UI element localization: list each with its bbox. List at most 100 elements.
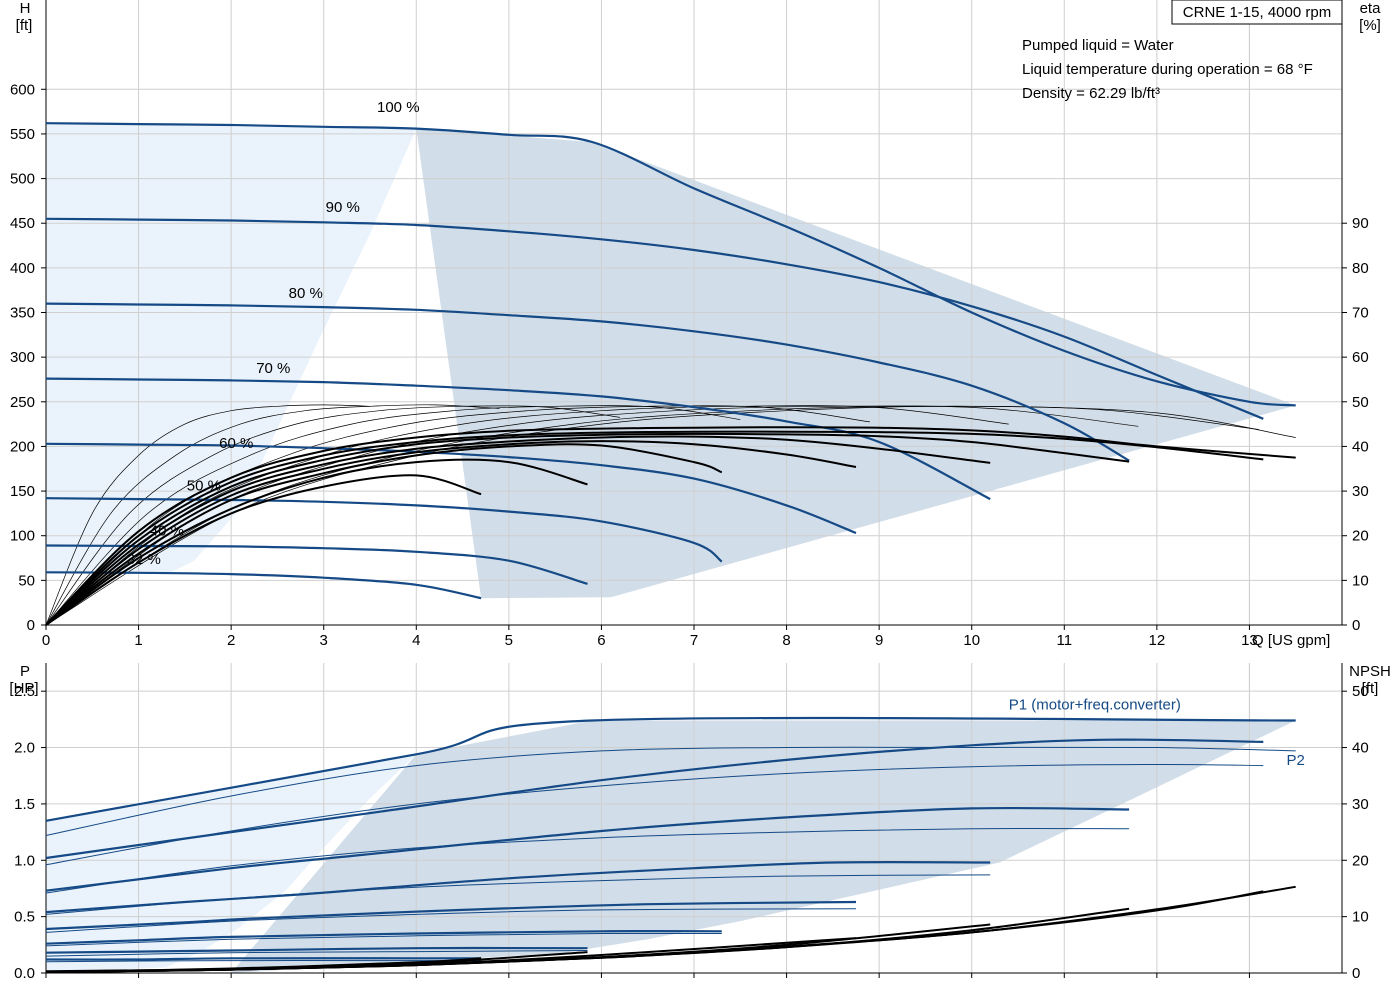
eta-curve-thin bbox=[45, 404, 371, 626]
head-curve bbox=[45, 302, 1130, 462]
speed-label: 50 % bbox=[187, 478, 221, 495]
y-axis-label: H bbox=[20, 0, 31, 17]
eta-curve bbox=[45, 440, 857, 626]
speed-label: 100 % bbox=[377, 99, 420, 116]
x-axis-label: Q [US gpm] bbox=[1252, 632, 1330, 649]
p1-curve bbox=[45, 806, 1130, 892]
y2-tick-label: 20 bbox=[1352, 528, 1369, 545]
conditions-block: Pumped liquid = Water Liquid temperature… bbox=[1022, 37, 1313, 102]
p1-curve bbox=[45, 946, 588, 954]
operating-region bbox=[231, 720, 1296, 973]
p2-curve bbox=[45, 763, 1264, 866]
x-tick-label: 11 bbox=[1056, 632, 1072, 649]
eta-curve bbox=[45, 432, 1130, 626]
y-tick-label: 1.0 bbox=[14, 852, 35, 869]
speed-label: 90 % bbox=[326, 199, 360, 216]
eta-curve-thin bbox=[45, 405, 741, 626]
speed-label: 40 % bbox=[150, 522, 184, 539]
y-tick-label: 550 bbox=[10, 126, 35, 143]
head-curve bbox=[45, 442, 857, 535]
x-tick-label: 13 bbox=[1241, 632, 1258, 649]
y-tick-label: 350 bbox=[10, 305, 35, 322]
y-tick-label: 100 bbox=[10, 528, 35, 545]
head-curve bbox=[45, 571, 482, 600]
p1-curve bbox=[45, 930, 722, 945]
x-tick-label: 5 bbox=[505, 632, 513, 649]
head-curve bbox=[45, 497, 723, 563]
y-tick-label: 0.0 bbox=[14, 965, 35, 982]
power-panel: 0.0 0.5 1.0 1.5 2.0 2.5 0 10 20 30 40 50 P[HP] NPSH[f… bbox=[9, 663, 1391, 982]
y2-axis-label: eta bbox=[1360, 0, 1382, 17]
p2-curve bbox=[45, 932, 722, 947]
title-box-text: CRNE 1-15, 4000 rpm bbox=[1183, 4, 1331, 21]
y-tick-label: 300 bbox=[10, 349, 35, 366]
eta-curve bbox=[45, 435, 991, 626]
y-axis-unit: [ft] bbox=[16, 17, 33, 34]
x-tick-label: 10 bbox=[963, 632, 980, 649]
eta-curve bbox=[45, 474, 482, 626]
y-axis-unit: [HP] bbox=[9, 680, 38, 697]
y2-tick-label: 40 bbox=[1352, 740, 1369, 757]
eta-curve bbox=[45, 458, 588, 626]
y-tick-label: 250 bbox=[10, 394, 35, 411]
speed-label: 32 % bbox=[127, 551, 161, 568]
y-axis-label: P bbox=[20, 663, 30, 680]
x-tick-label: 8 bbox=[782, 632, 790, 649]
y2-tick-label: 10 bbox=[1352, 572, 1369, 589]
y2-tick-label: 60 bbox=[1352, 349, 1369, 366]
y2-tick-label: 30 bbox=[1352, 483, 1369, 500]
series-label: P1 (motor+freq.converter) bbox=[1009, 697, 1181, 714]
head-curve bbox=[45, 377, 991, 501]
y2-tick-label: 70 bbox=[1352, 305, 1369, 322]
y2-axis-unit: [%] bbox=[1359, 17, 1381, 34]
eta-curve-thin bbox=[45, 404, 500, 626]
eta-curve bbox=[45, 426, 1296, 626]
x-tick-label: 6 bbox=[597, 632, 605, 649]
p1-curve bbox=[45, 957, 482, 961]
x-tick-label: 9 bbox=[875, 632, 883, 649]
y-tick-label: 450 bbox=[10, 215, 35, 232]
y-tick-label: 500 bbox=[10, 171, 35, 188]
x-tick-label: 4 bbox=[412, 632, 420, 649]
x-tick-label: 12 bbox=[1149, 632, 1166, 649]
y2-tick-label: 20 bbox=[1352, 852, 1369, 869]
head-curve bbox=[45, 217, 1264, 420]
y2-tick-label: 90 bbox=[1352, 215, 1369, 232]
condition-density: Density = 62.29 lb/ft³ bbox=[1022, 85, 1160, 102]
y-tick-label: 2.5 bbox=[14, 683, 35, 700]
p2-curve bbox=[45, 950, 588, 957]
eta-curve-thin bbox=[45, 405, 620, 626]
operating-region bbox=[416, 128, 1296, 599]
x-tick-label: 1 bbox=[134, 632, 142, 649]
speed-label: 60 % bbox=[219, 435, 253, 452]
y-tick-label: 600 bbox=[10, 81, 35, 98]
p1-curve bbox=[45, 716, 1296, 822]
y2-axis-label: NPSH bbox=[1349, 663, 1391, 680]
y2-tick-label: 10 bbox=[1352, 909, 1369, 926]
speed-label: 70 % bbox=[256, 360, 290, 377]
eta-curve bbox=[45, 443, 723, 626]
p1-curve bbox=[45, 861, 991, 914]
p2-curve bbox=[45, 908, 857, 933]
title-box: CRNE 1-15, 4000 rpm bbox=[1171, 0, 1343, 25]
p2-curve bbox=[45, 827, 1130, 894]
x-tick-label: 7 bbox=[690, 632, 698, 649]
y-tick-label: 150 bbox=[10, 483, 35, 500]
condition-temperature: Liquid temperature during operation = 68… bbox=[1022, 61, 1313, 78]
y2-tick-label: 40 bbox=[1352, 438, 1369, 455]
p2-curve bbox=[45, 746, 1296, 836]
y-tick-label: 50 bbox=[18, 572, 35, 589]
p1-curve bbox=[45, 738, 1264, 860]
condition-liquid: Pumped liquid = Water bbox=[1022, 37, 1174, 54]
title-box-frame bbox=[1171, 0, 1343, 25]
y-tick-label: 0 bbox=[27, 617, 35, 634]
y-tick-label: 0.5 bbox=[14, 909, 35, 926]
head-panel: 0501001502002503003504004505005506000102… bbox=[10, 0, 1381, 649]
y2-tick-label: 0 bbox=[1352, 617, 1360, 634]
npsh-curve bbox=[45, 957, 482, 973]
y2-tick-label: 50 bbox=[1352, 683, 1369, 700]
y-tick-label: 400 bbox=[10, 260, 35, 277]
speed-label: 80 % bbox=[289, 285, 323, 302]
y2-tick-label: 30 bbox=[1352, 796, 1369, 813]
